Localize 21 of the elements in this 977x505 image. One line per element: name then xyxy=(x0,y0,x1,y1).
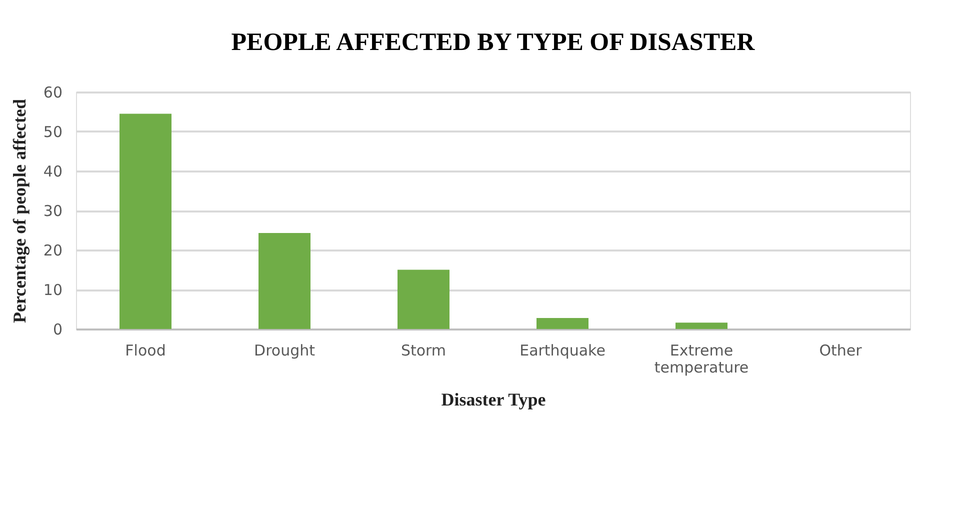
x-tick-label: Storm xyxy=(400,342,446,360)
x-tick-label: Earthquake xyxy=(520,342,606,360)
y-tick-label: 0 xyxy=(52,320,62,338)
bar xyxy=(258,233,310,329)
x-tick-label: Flood xyxy=(125,342,166,360)
bar xyxy=(120,114,172,329)
y-tick-label: 60 xyxy=(43,84,62,102)
bar xyxy=(536,318,588,329)
bar xyxy=(676,322,728,329)
x-tick-label: Drought xyxy=(254,342,316,360)
bar xyxy=(398,270,450,329)
chart-title: PEOPLE AFFECTED BY TYPE OF DISASTER xyxy=(231,29,756,56)
y-tick-label: 10 xyxy=(43,281,62,299)
x-axis-title: Disaster Type xyxy=(441,390,546,410)
y-tick-label: 30 xyxy=(43,202,62,220)
y-tick-label: 20 xyxy=(43,242,62,260)
y-tick-label: 40 xyxy=(43,162,62,180)
y-tick-label: 50 xyxy=(43,123,62,141)
x-tick-label: Extreme temperature xyxy=(654,342,749,376)
x-tick-label: Other xyxy=(819,342,863,360)
y-axis-title: Percentage of people affected xyxy=(9,98,30,324)
